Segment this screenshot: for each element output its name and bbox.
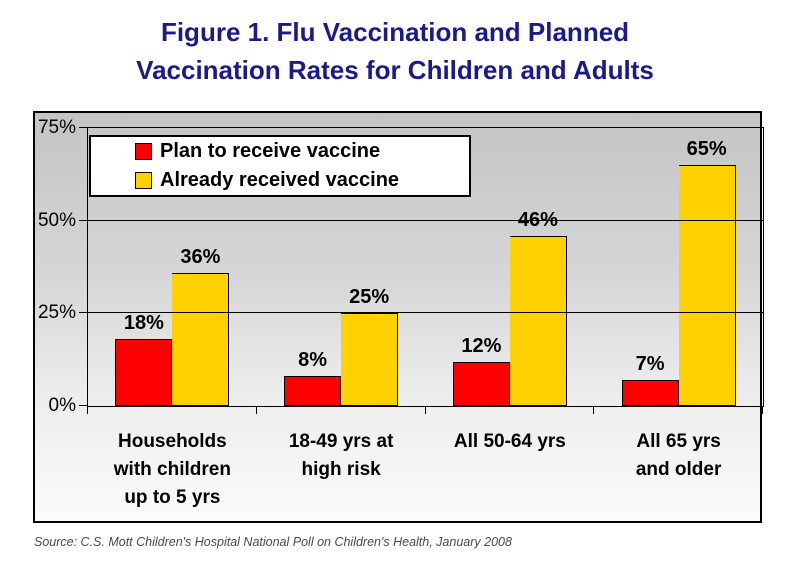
y-tick-label: 50% xyxy=(37,209,76,231)
bar-value-label: 36% xyxy=(180,245,221,268)
bar-value-label: 8% xyxy=(298,349,328,372)
y-tick-label: 25% xyxy=(37,302,76,324)
bar-plan: 12% xyxy=(452,335,510,406)
bar-group: 8% 25% xyxy=(257,128,426,406)
legend-item: Already received vaccine xyxy=(135,169,469,192)
category-label: Households with children up to 5 yrs xyxy=(113,431,231,508)
bars: 18% 36% 8% 25% 12% 46% 7% 65% xyxy=(88,128,763,406)
bar-group: 7% 65% xyxy=(594,128,763,406)
y-tick-label: 75% xyxy=(37,117,76,138)
gridline xyxy=(88,219,763,221)
x-tick-mark xyxy=(593,406,595,414)
y-tick-mark xyxy=(79,219,88,221)
bar-group: 18% 36% xyxy=(88,128,257,406)
y-tick-label: 0% xyxy=(48,395,76,416)
bar-received: 46% xyxy=(509,209,567,406)
bar-plan: 7% xyxy=(621,353,679,406)
y-tick-mark xyxy=(79,405,88,406)
legend-item: Plan to receive vaccine xyxy=(135,140,469,163)
x-axis-labels: Households with children up to 5 yrs 18-4… xyxy=(88,428,763,512)
category-label: All 50-64 yrs xyxy=(453,431,566,452)
category-label: 18-49 yrs at high risk xyxy=(288,431,394,480)
x-tick-mark xyxy=(87,406,88,414)
gridline xyxy=(88,312,763,314)
bar-value-label: 25% xyxy=(349,286,390,309)
x-tick-mark xyxy=(762,406,763,414)
x-tick-mark xyxy=(255,406,257,414)
bar-group: 12% 46% xyxy=(426,128,595,406)
bar-received: 36% xyxy=(172,246,230,406)
bar-value-label: 12% xyxy=(461,334,502,357)
bar-value-label: 46% xyxy=(517,208,558,231)
legend-swatch-plan xyxy=(135,143,152,160)
legend: Plan to receive vaccine Already received … xyxy=(89,135,471,197)
bar-plan: 18% xyxy=(115,312,173,406)
bar-value-label: 18% xyxy=(123,312,164,335)
bar-value-label: 65% xyxy=(686,138,727,161)
chart-title-line1: Figure 1. Flu Vaccination and Planned xyxy=(160,17,630,47)
bar-value-label: 7% xyxy=(635,353,665,376)
plot-area: 18% 36% 8% 25% 12% 46% 7% 65% Households with c… xyxy=(38,118,764,508)
bar-plan: 8% xyxy=(284,349,342,406)
bar-received: 65% xyxy=(678,138,736,406)
chart-title: Figure 1. Flu Vaccination and Planned Va… xyxy=(0,13,790,89)
y-tick-mark xyxy=(79,127,88,128)
bar-received: 25% xyxy=(341,286,399,406)
y-tick-mark xyxy=(79,312,88,314)
x-tick-mark xyxy=(424,406,426,414)
source-note: Source: C.S. Mott Children's Hospital Na… xyxy=(34,535,512,549)
category-label: All 65 yrs and older xyxy=(635,431,722,480)
legend-label: Plan to receive vaccine xyxy=(160,140,381,162)
legend-swatch-received xyxy=(135,172,152,189)
chart-title-line2: Vaccination Rates for Children and Adult… xyxy=(136,55,654,85)
legend-label: Already received vaccine xyxy=(160,169,400,191)
chart-area: 18% 36% 8% 25% 12% 46% 7% 65% Households with c… xyxy=(33,111,764,523)
